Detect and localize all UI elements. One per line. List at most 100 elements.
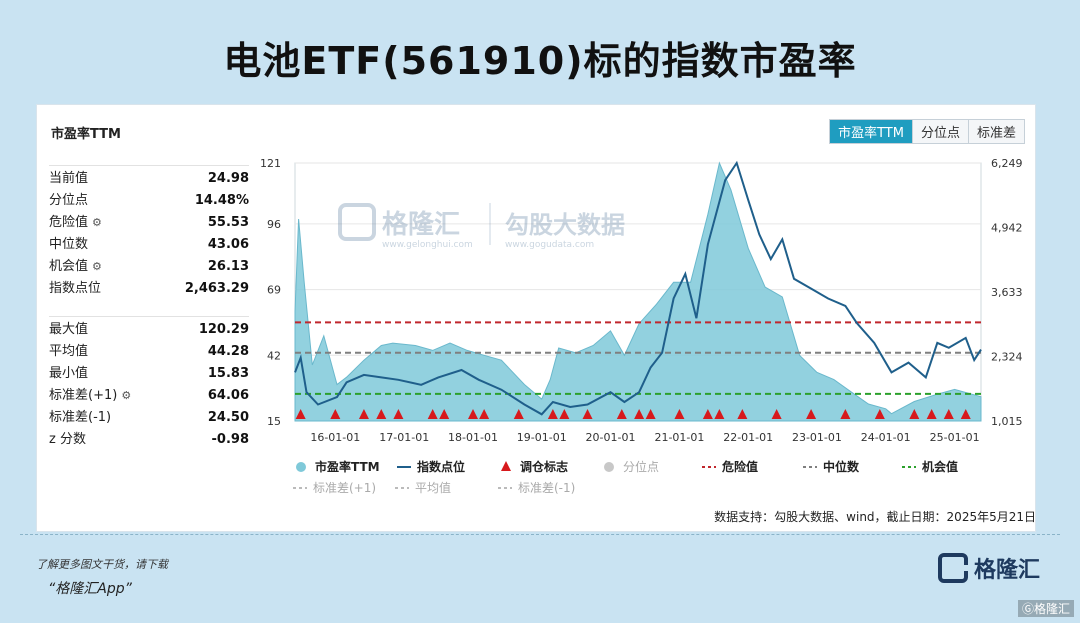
- stat-row: 指数点位 2,463.29: [49, 278, 249, 300]
- stat-row: 最大值 120.29: [49, 319, 249, 341]
- x-tick: 23-01-01: [792, 431, 842, 444]
- gear-icon[interactable]: ⚙: [121, 385, 131, 407]
- y-left-tick: 121: [260, 157, 281, 170]
- legend-label: 标准差(-1): [518, 481, 575, 495]
- watermark-brand2: 勾股大数据: [505, 211, 625, 239]
- footer-app-name: “格隆汇App”: [48, 578, 132, 598]
- legend-item: 中位数: [803, 459, 860, 474]
- stat-row: 分位点 14.48%: [49, 190, 249, 212]
- legend-label: 指数点位: [417, 459, 465, 474]
- stat-row: 平均值 44.28: [49, 341, 249, 363]
- x-tick: 19-01-01: [517, 431, 567, 444]
- legend-item: 标准差(-1): [498, 481, 575, 495]
- x-tick: 17-01-01: [379, 431, 429, 444]
- gear-icon[interactable]: ⚙: [92, 256, 102, 278]
- stat-label: 平均值: [49, 341, 88, 363]
- stats-title: 市盈率TTM: [51, 123, 121, 142]
- stat-row: 危险值 ⚙ 55.53: [49, 212, 249, 234]
- legend-item: 调仓标志: [501, 459, 568, 474]
- stat-value: 2,463.29: [185, 278, 249, 300]
- stats-table: 当前值 24.98 分位点 14.48% 危险值 ⚙ 55.53 中位数 43.06 机会值 ⚙ 26…: [49, 163, 249, 451]
- legend-item: 机会值: [902, 459, 958, 474]
- legend-label: 平均值: [415, 480, 451, 495]
- chart-panel: 格隆汇 勾股大数据 www.gelonghui.com www.gogudata.co…: [36, 104, 1036, 532]
- x-tick: 22-01-01: [723, 431, 773, 444]
- gear-icon[interactable]: ⚙: [92, 212, 102, 234]
- legend-item: 指数点位: [397, 459, 465, 474]
- x-tick: 18-01-01: [448, 431, 498, 444]
- stat-label: 标准差(-1): [49, 407, 111, 429]
- stat-label: 标准差(+1) ⚙: [49, 385, 131, 407]
- legend-item: 危险值: [702, 459, 758, 474]
- x-tick: 24-01-01: [861, 431, 911, 444]
- stat-label: 当前值: [49, 168, 88, 190]
- watermark-brand: 格隆汇: [382, 209, 460, 240]
- stat-label: z 分数: [49, 429, 86, 451]
- stat-label: 危险值 ⚙: [49, 212, 102, 234]
- brand-g-icon: [938, 553, 968, 583]
- stat-value: 64.06: [208, 385, 249, 407]
- y-right-tick: 1,015: [991, 415, 1023, 428]
- stat-value: 24.98: [208, 168, 249, 190]
- legend-swatch: [604, 462, 614, 472]
- legend-swatch: [501, 461, 511, 471]
- stat-label: 最小值: [49, 363, 88, 385]
- brand-logo: 格隆汇: [938, 552, 1040, 584]
- stat-row: 机会值 ⚙ 26.13: [49, 256, 249, 278]
- brand-watermark: Ⓖ格隆汇: [1018, 600, 1074, 617]
- legend-label: 机会值: [922, 459, 958, 474]
- y-left-tick: 69: [267, 284, 281, 297]
- source-note: 数据支持：勾股大数据、wind，截止日期：2025年5月21日: [714, 508, 1036, 525]
- legend-label: 危险值: [721, 459, 758, 474]
- footer-download-note: 了解更多图文干货，请下载: [36, 556, 168, 572]
- legend-item: 平均值: [395, 480, 451, 495]
- legend-item: 市盈率TTM: [296, 459, 380, 474]
- y-right-tick: 4,942: [991, 221, 1023, 234]
- watermark-brand2_url: www.gogudata.com: [505, 240, 594, 250]
- toggle-pe[interactable]: 市盈率TTM: [830, 120, 912, 143]
- stat-value: 43.06: [208, 234, 249, 256]
- view-toggle: 市盈率TTM 分位点 标准差: [829, 119, 1025, 144]
- stat-row: 标准差(-1) 24.50: [49, 407, 249, 429]
- stat-value: 120.29: [199, 319, 249, 341]
- stat-row: 中位数 43.06: [49, 234, 249, 256]
- stat-row: 标准差(+1) ⚙ 64.06: [49, 385, 249, 407]
- page-title: 电池ETF(561910)标的指数市盈率: [0, 30, 1080, 85]
- toggle-percentile[interactable]: 分位点: [912, 120, 968, 143]
- stat-label: 指数点位: [49, 278, 101, 300]
- watermark-brand_url: www.gelonghui.com: [382, 240, 473, 250]
- x-tick: 21-01-01: [654, 431, 704, 444]
- y-left-tick: 96: [267, 218, 281, 231]
- stat-label: 中位数: [49, 234, 88, 256]
- stat-value: 44.28: [208, 341, 249, 363]
- legend-item: 分位点: [604, 459, 659, 474]
- divider: [20, 534, 1060, 535]
- stat-value: 24.50: [208, 407, 249, 429]
- stat-value: 55.53: [208, 212, 249, 234]
- legend-label: 标准差(+1): [313, 481, 376, 495]
- y-right-tick: 3,633: [991, 286, 1023, 299]
- legend-item: 标准差(+1): [293, 481, 376, 495]
- stat-value: 15.83: [208, 363, 249, 385]
- stat-value: 26.13: [208, 256, 249, 278]
- stat-label: 最大值: [49, 319, 88, 341]
- stat-row: z 分数 -0.98: [49, 429, 249, 451]
- legend-label: 分位点: [623, 459, 659, 474]
- brand-text: 格隆汇: [974, 552, 1040, 584]
- x-tick: 25-01-01: [930, 431, 980, 444]
- legend-swatch: [296, 462, 306, 472]
- y-right-tick: 2,324: [991, 350, 1023, 363]
- stat-value: 14.48%: [195, 190, 249, 212]
- toggle-stddev[interactable]: 标准差: [968, 120, 1024, 143]
- legend-label: 中位数: [823, 459, 860, 474]
- x-tick: 20-01-01: [586, 431, 636, 444]
- legend-label: 市盈率TTM: [315, 459, 380, 474]
- stat-row: 最小值 15.83: [49, 363, 249, 385]
- stat-label: 机会值 ⚙: [49, 256, 102, 278]
- y-right-tick: 6,249: [991, 157, 1023, 170]
- stat-value: -0.98: [212, 429, 249, 451]
- x-tick: 16-01-01: [310, 431, 360, 444]
- stat-row: 当前值 24.98: [49, 168, 249, 190]
- y-left-tick: 42: [267, 349, 281, 362]
- y-left-tick: 15: [267, 415, 281, 428]
